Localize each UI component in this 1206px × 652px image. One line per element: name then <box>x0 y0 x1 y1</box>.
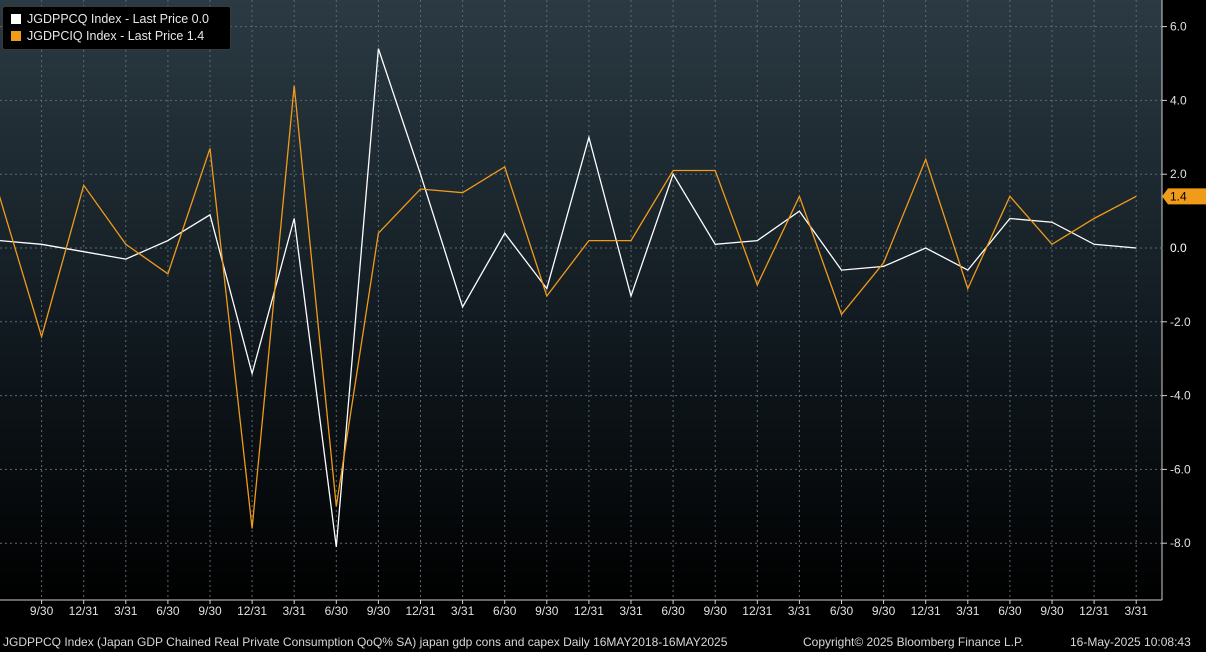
x-tick-label: 12/31 <box>1079 604 1109 618</box>
grid-lines <box>0 0 1162 600</box>
y-tick-label: 6.0 <box>1170 20 1187 34</box>
y-tick-label: -8.0 <box>1170 536 1191 550</box>
legend-label: JGDPPCQ Index - Last Price 0.0 <box>27 12 210 26</box>
x-tick-label: 6/30 <box>661 604 685 618</box>
series-line-consumption <box>0 48 1137 547</box>
series-lines <box>0 48 1137 547</box>
chart-description: JGDPPCQ Index (Japan GDP Chained Real Pr… <box>3 635 728 649</box>
legend-item-consumption: JGDPPCQ Index - Last Price 0.0 <box>11 11 209 27</box>
x-tick-label: 9/30 <box>872 604 896 618</box>
legend-label: JGDPCIQ Index - Last Price 1.4 <box>27 29 205 43</box>
x-tick-label: 12/31 <box>574 604 604 618</box>
x-tick-label: 9/30 <box>1040 604 1064 618</box>
x-tick-label: 12/31 <box>237 604 267 618</box>
copyright: Copyright© 2025 Bloomberg Finance L.P. <box>803 635 1024 649</box>
last-value-label-capex: 1.4 <box>1170 189 1187 203</box>
x-tick-label: 6/30 <box>998 604 1022 618</box>
x-tick-label: 3/31 <box>1125 604 1149 618</box>
legend-item-capex: JGDPCIQ Index - Last Price 1.4 <box>11 28 204 44</box>
x-tick-label: 3/31 <box>956 604 980 618</box>
x-tick-label: 3/31 <box>451 604 475 618</box>
y-tick-label: 2.0 <box>1170 167 1187 181</box>
x-tick-label: 6/30 <box>493 604 517 618</box>
x-tick-label: 3/31 <box>788 604 812 618</box>
y-tick-label: 4.0 <box>1170 93 1187 107</box>
y-tick-label: -2.0 <box>1170 315 1191 329</box>
x-tick-label: 3/31 <box>283 604 307 618</box>
x-tick-label: 12/31 <box>742 604 772 618</box>
series-line-capex <box>0 85 1137 529</box>
last-value-label-capex-box <box>1162 188 1206 205</box>
x-tick-label: 6/30 <box>156 604 180 618</box>
x-tick-label: 9/30 <box>30 604 54 618</box>
plot-background <box>0 0 1162 600</box>
last-value-labels: 1.4 0.0 <box>1162 188 1206 256</box>
x-tick-label: 3/31 <box>114 604 138 618</box>
x-tick-label: 12/31 <box>405 604 435 618</box>
legend: JGDPPCQ Index - Last Price 0.0 JGDPCIQ I… <box>2 6 231 50</box>
y-tick-label: -6.0 <box>1170 462 1191 476</box>
legend-swatch-orange <box>11 31 21 41</box>
x-tick-label: 12/31 <box>911 604 941 618</box>
x-tick-label: 9/30 <box>198 604 222 618</box>
last-value-label-consumption-box <box>1162 240 1206 256</box>
timestamp: 16-May-2025 10:08:43 <box>1070 635 1191 649</box>
x-tick-label: 6/30 <box>830 604 854 618</box>
axes <box>0 0 1167 604</box>
x-tick-label: 12/31 <box>69 604 99 618</box>
x-tick-label: 9/30 <box>367 604 391 618</box>
footer: JGDPPCQ Index (Japan GDP Chained Real Pr… <box>0 632 1206 652</box>
x-tick-label: 6/30 <box>325 604 349 618</box>
last-value-label-consumption: 0.0 <box>1170 241 1187 255</box>
y-tick-label: -4.0 <box>1170 389 1191 403</box>
legend-swatch-white <box>11 14 21 24</box>
x-tick-label: 3/31 <box>619 604 643 618</box>
x-tick-label: 9/30 <box>704 604 728 618</box>
x-tick-label: 9/30 <box>535 604 559 618</box>
